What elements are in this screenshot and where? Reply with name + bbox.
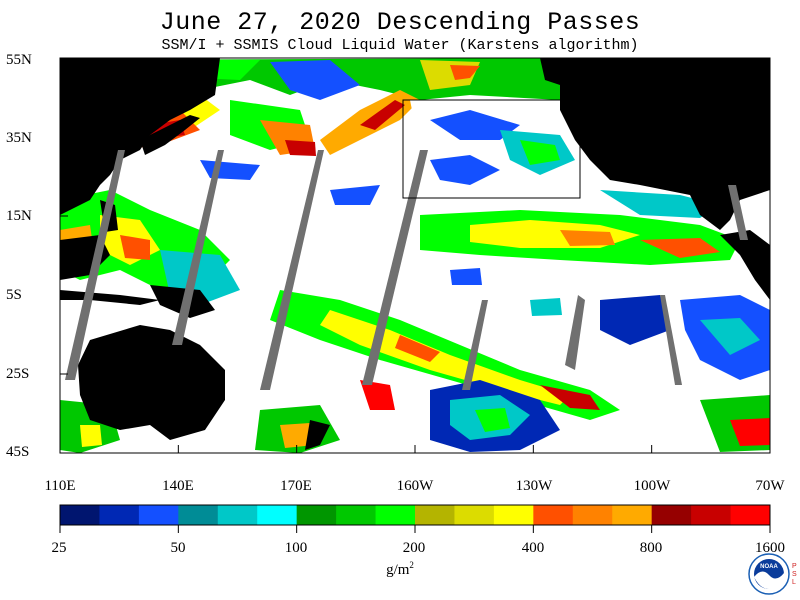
north-america-land [560, 58, 770, 230]
japan-land [140, 115, 200, 155]
region-box [402, 99, 581, 199]
lon-label-100w: 100W [633, 478, 671, 494]
colorbar-swatch [651, 505, 692, 525]
colorbar-label-25: 25 [51, 540, 67, 556]
lon-label-70w: 70W [755, 478, 785, 494]
lat-label-5s: 5S [6, 287, 22, 303]
alaska-land [540, 58, 560, 85]
swath-gap-4 [362, 150, 428, 385]
colorbar-label-200: 200 [402, 540, 426, 556]
noaa-logo: NOAA [748, 553, 790, 595]
colorbar-swatch [296, 505, 337, 525]
swath-gap-1 [65, 150, 125, 380]
lat-label-55n: 55N [6, 52, 32, 68]
lat-label-45s: 45S [6, 444, 30, 460]
colorbar-swatch [138, 505, 179, 525]
units-label: g/m2 [370, 560, 430, 579]
colorbar-swatch [99, 505, 140, 525]
map-area [60, 58, 770, 453]
colorbar-swatch [612, 505, 653, 525]
map-subtitle: SSM/I + SSMIS Cloud Liquid Water (Karste… [161, 37, 639, 54]
colorbar-swatch [375, 505, 416, 525]
colorbar-swatch [60, 505, 100, 525]
colorbar-label-800: 800 [639, 540, 663, 556]
asia-land [60, 58, 220, 215]
lat-label-35n: 35N [6, 130, 32, 146]
colorbar-label-50: 50 [170, 540, 186, 556]
colorbar-swatch [493, 505, 534, 525]
lon-label-130w: 130W [515, 478, 553, 494]
colorbar-label-400: 400 [521, 540, 545, 556]
swath-gap-6 [565, 295, 585, 370]
lon-label-140e: 140E [162, 478, 194, 494]
new-zealand-land [305, 420, 330, 450]
colorbar-swatch [415, 505, 455, 525]
land-masses [60, 58, 770, 450]
colorbar-swatch [730, 505, 771, 525]
colorbar-label-100: 100 [284, 540, 308, 556]
lat-label-15n: 15N [6, 208, 32, 224]
swath-gap-8 [728, 185, 748, 240]
colorbar-swatch [178, 505, 219, 525]
swath-gap-5 [462, 300, 488, 390]
colorbar-swatch [533, 505, 574, 525]
swath-gaps [65, 150, 748, 390]
units-text: g/m [386, 562, 410, 578]
noaa-logo-text: NOAA [760, 564, 778, 570]
axis-ticks [59, 57, 771, 454]
colorbar [59, 504, 771, 533]
colorbar-swatch [217, 505, 258, 525]
units-exponent: 2 [409, 560, 414, 570]
colorbar-label-1600: 1600 [755, 540, 785, 556]
colorbar-swatch [572, 505, 613, 525]
colorbar-swatch [257, 505, 298, 525]
lon-label-160w: 160W [396, 478, 434, 494]
map-title: June 27, 2020 Descending Passes [159, 8, 641, 37]
lat-label-25s: 25S [6, 366, 30, 382]
swath-gap-7 [660, 295, 682, 385]
swath-gap-2 [172, 150, 224, 345]
colorbar-swatch [454, 505, 495, 525]
lon-label-110e: 110E [44, 478, 76, 494]
swath-gap-3 [260, 150, 324, 390]
australia-land [78, 325, 225, 440]
colorbar-swatch [336, 505, 377, 525]
central-america-land [720, 230, 770, 300]
colorbar-swatch [691, 505, 732, 525]
lon-label-170e: 170E [280, 478, 312, 494]
